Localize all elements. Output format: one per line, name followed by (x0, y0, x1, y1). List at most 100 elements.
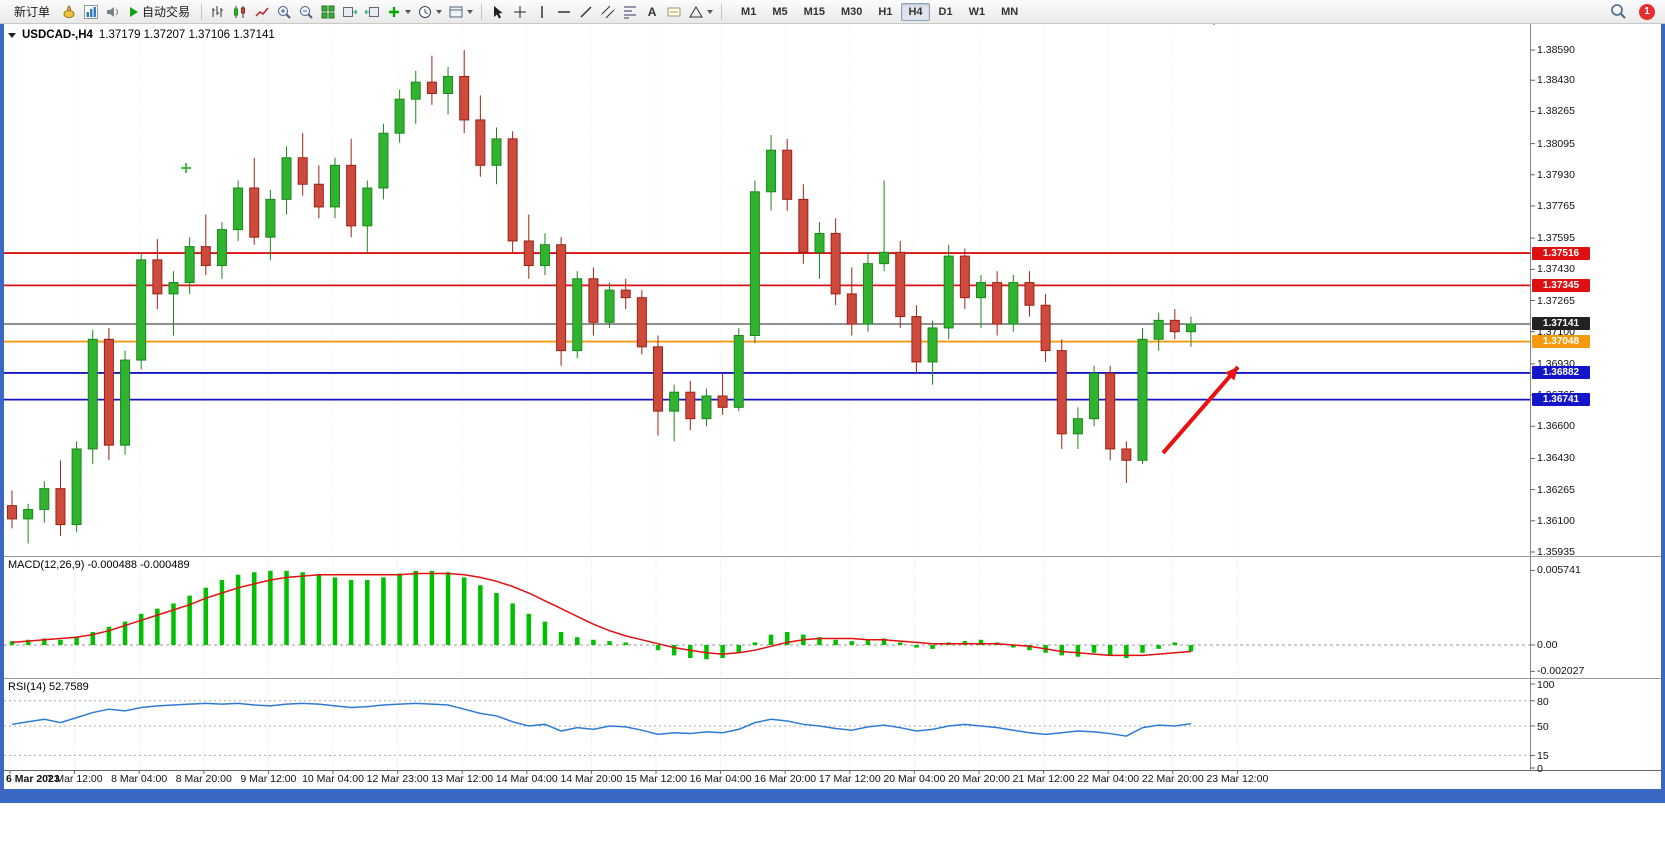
candle[interactable] (394, 98, 405, 134)
candle[interactable] (346, 164, 357, 227)
shapes-button[interactable] (685, 2, 716, 22)
periods-button[interactable] (414, 2, 445, 22)
candle[interactable] (959, 255, 970, 299)
search-button[interactable] (1607, 2, 1630, 22)
trendline-button[interactable] (575, 2, 597, 22)
price-level-badge[interactable]: 1.36882 (1532, 366, 1590, 380)
candle[interactable] (604, 289, 615, 323)
label-button[interactable] (663, 2, 685, 22)
candle[interactable] (556, 244, 567, 352)
candle[interactable] (362, 187, 373, 227)
candle[interactable] (943, 255, 954, 329)
candle[interactable] (426, 81, 437, 94)
candle[interactable] (297, 157, 308, 185)
window-frame-bottom[interactable] (0, 789, 1665, 803)
candle[interactable] (976, 282, 986, 299)
candle[interactable] (1105, 372, 1116, 450)
timeframe-m1-button[interactable]: M1 (741, 5, 757, 18)
candle[interactable] (491, 138, 502, 166)
candle[interactable] (798, 198, 809, 253)
horizontal-line-button[interactable] (553, 2, 575, 22)
candle[interactable] (168, 282, 179, 295)
candle[interactable] (1169, 319, 1180, 333)
price-level-badge[interactable]: 1.37345 (1532, 278, 1590, 292)
candle[interactable] (39, 488, 50, 510)
candle[interactable] (620, 289, 631, 299)
price-level-badge[interactable]: 1.36741 (1532, 393, 1590, 407)
trend-arrow-head[interactable] (1225, 367, 1238, 381)
notification-badge[interactable]: 1 (1639, 3, 1655, 20)
candle[interactable] (103, 338, 114, 446)
candle[interactable] (459, 75, 470, 121)
bars-chart-button[interactable] (207, 2, 229, 22)
candle[interactable] (313, 183, 324, 208)
text-button[interactable]: A (641, 2, 663, 22)
candle[interactable] (1121, 448, 1132, 461)
zoom-out-button[interactable] (295, 2, 317, 22)
price-level-badge[interactable]: 1.37048 (1532, 335, 1590, 349)
timeframe-m30-button[interactable]: M30 (841, 5, 863, 18)
cursor-button[interactable] (487, 2, 509, 22)
candle[interactable] (588, 278, 599, 323)
timeframe-h4-button[interactable]: H4 (901, 2, 930, 21)
price-level-badge[interactable]: 1.37516 (1532, 246, 1590, 260)
candle[interactable] (717, 395, 728, 408)
timeframe-m5-button[interactable]: M5 (772, 5, 788, 18)
chart-shift-marker-icon[interactable] (1210, 20, 1218, 43)
candle[interactable] (992, 282, 1003, 325)
candle[interactable] (911, 316, 922, 363)
timeframe-mn-button[interactable]: MN (1001, 5, 1019, 18)
candle[interactable] (766, 149, 777, 193)
collapse-icon[interactable] (8, 32, 16, 38)
candle[interactable] (733, 334, 744, 408)
candle[interactable] (265, 198, 276, 238)
candle[interactable] (200, 246, 211, 267)
candle[interactable] (507, 138, 518, 242)
new-order-button[interactable]: 新订单 (6, 2, 58, 22)
candle[interactable] (281, 157, 292, 200)
candle[interactable] (410, 81, 421, 100)
candlestick-chart-button[interactable] (229, 2, 251, 22)
candle[interactable] (572, 278, 583, 352)
line-chart-button[interactable] (251, 2, 273, 22)
timeframe-h1-button[interactable]: H1 (878, 5, 893, 18)
candle[interactable] (685, 391, 696, 420)
candle[interactable] (749, 191, 760, 336)
alerts-button[interactable] (102, 2, 124, 22)
candle[interactable] (539, 244, 550, 267)
candle[interactable] (814, 232, 825, 253)
tile-windows-button[interactable] (317, 2, 339, 22)
candle[interactable] (152, 259, 163, 295)
candle[interactable] (378, 132, 389, 189)
templates-button[interactable] (445, 2, 476, 22)
trend-arrow[interactable] (1161, 365, 1240, 455)
chart-shift-button[interactable] (361, 2, 383, 22)
timeframe-d1-button[interactable]: D1 (938, 5, 953, 18)
candle[interactable] (636, 297, 647, 348)
candle[interactable] (249, 187, 260, 238)
candle[interactable] (669, 391, 680, 412)
candle[interactable] (233, 187, 244, 231)
candle[interactable] (1056, 350, 1067, 435)
candle[interactable] (1040, 304, 1051, 352)
vertical-line-button[interactable] (531, 2, 553, 22)
candle[interactable] (862, 263, 873, 325)
candle[interactable] (475, 119, 486, 166)
candle[interactable] (879, 251, 890, 265)
candle[interactable] (927, 327, 938, 363)
price-level-badge[interactable]: 1.37141 (1532, 317, 1590, 331)
fibonacci-button[interactable] (619, 2, 641, 22)
candle[interactable] (895, 251, 906, 318)
candle[interactable] (216, 229, 227, 267)
candle[interactable] (1153, 319, 1164, 340)
candle[interactable] (1008, 282, 1019, 325)
candle[interactable] (120, 359, 131, 446)
candle[interactable] (71, 448, 82, 526)
candle[interactable] (7, 505, 17, 520)
market-watch-button[interactable] (58, 2, 80, 22)
candle[interactable] (701, 395, 712, 420)
autotrading-button[interactable]: 自动交易 (124, 2, 196, 22)
candle[interactable] (1185, 323, 1196, 333)
indicators-button[interactable] (383, 2, 414, 22)
